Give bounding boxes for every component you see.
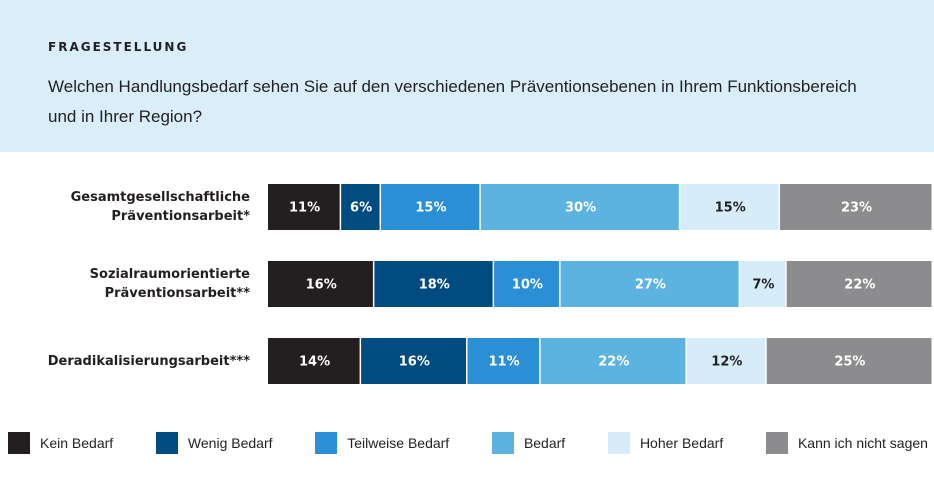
value-label: 12%: [711, 355, 742, 370]
bar-segment: [766, 338, 932, 384]
legend-item: Bedarf: [491, 432, 566, 454]
legend-label: Teilweise Bedarf: [347, 435, 450, 451]
bar-segment: [467, 338, 540, 384]
legend-label: Wenig Bedarf: [187, 435, 273, 451]
bar-segment: [381, 184, 480, 230]
bar-segment: [686, 338, 766, 384]
legend-swatch: [155, 432, 178, 454]
legend-swatch: [765, 432, 788, 454]
value-label: 11%: [489, 355, 520, 370]
bar-segment: [341, 184, 380, 230]
value-label: 15%: [415, 201, 446, 216]
legend-item: Kein Bedarf: [8, 432, 113, 454]
box-title: FRAGESTELLUNG: [48, 40, 189, 54]
value-label: 30%: [565, 201, 596, 216]
value-label: 18%: [419, 278, 450, 293]
legend-item: Teilweise Bedarf: [315, 432, 449, 454]
legend-label: Bedarf: [523, 435, 566, 451]
bar-segment: [374, 261, 493, 307]
bar-segment: [780, 184, 932, 230]
value-label: 22%: [598, 355, 629, 370]
question-text: Welchen Handlungsbedarf sehen Sie auf de…: [48, 77, 857, 126]
bar-segment: [786, 261, 932, 307]
value-label: 25%: [834, 355, 865, 370]
bar-segment: [680, 184, 779, 230]
bar-segment: [740, 261, 786, 307]
value-label: 14%: [299, 355, 330, 370]
bar-segment: [540, 338, 686, 384]
value-label: 7%: [752, 278, 774, 293]
value-label: 27%: [635, 278, 666, 293]
legend-label: Kein Bedarf: [40, 435, 114, 451]
bar-segment: [494, 261, 560, 307]
legend-item: Hoher Bedarf: [607, 432, 724, 454]
bar-segment: [268, 338, 360, 384]
legend-swatch: [491, 432, 514, 454]
value-label: 16%: [399, 355, 430, 370]
value-label: 16%: [306, 278, 337, 293]
legend-item: Kann ich nicht sagen: [765, 432, 928, 454]
bar-segment: [268, 184, 340, 230]
legend-swatch: [315, 432, 338, 454]
value-label: 10%: [512, 278, 543, 293]
category-label: Deradikalisierungsarbeit***: [47, 353, 250, 369]
category-label: Gesamtgesellschaftliche Präventionsarbei…: [70, 190, 250, 224]
question-box: FRAGESTELLUNG Welchen Handlungsbedarf se…: [0, 0, 934, 152]
legend-label: Kann ich nicht sagen: [797, 435, 928, 451]
bar-segment: [560, 261, 739, 307]
legend-swatch: [607, 432, 630, 454]
legend-item: Wenig Bedarf: [155, 432, 273, 454]
legend-label: Hoher Bedarf: [639, 435, 724, 451]
value-label: 11%: [289, 201, 320, 216]
value-label: 15%: [715, 201, 746, 216]
value-label: 22%: [844, 278, 875, 293]
legend: Kein Bedarf Wenig Bedarf Teilweise Bedarf B…: [8, 432, 928, 454]
legend-swatch: [8, 432, 30, 454]
bar-segment: [361, 338, 466, 384]
value-label: 6%: [350, 201, 372, 216]
category-label: Sozialraumorientierte Präventionsarbeit*…: [89, 267, 250, 301]
bar-segment: [480, 184, 679, 230]
value-label: 23%: [841, 201, 872, 216]
bar-segment: [268, 261, 373, 307]
